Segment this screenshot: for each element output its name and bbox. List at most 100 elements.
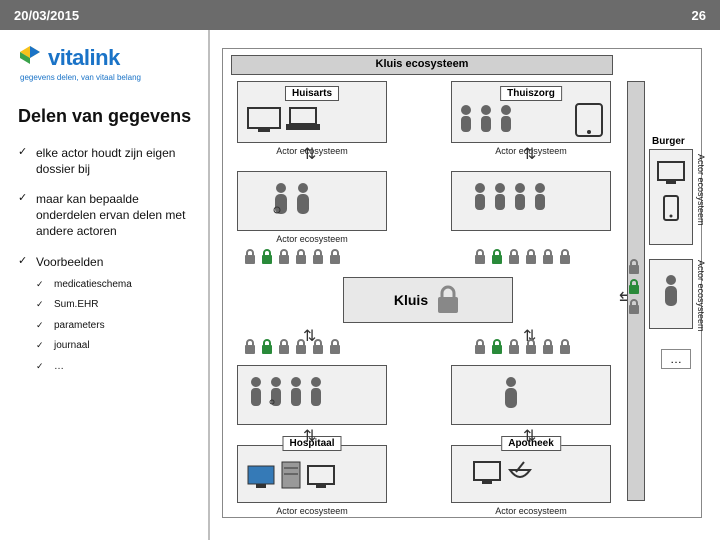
header-page: 26 <box>692 8 706 23</box>
phone-icon <box>662 194 680 222</box>
lock-icon <box>541 339 555 355</box>
logo: vitalink <box>18 44 198 71</box>
header-date: 20/03/2015 <box>14 8 79 23</box>
bullet-list: elke actor houdt zijn eigen dossier bij … <box>18 145 198 388</box>
lock-row <box>243 249 342 265</box>
person-icon <box>472 182 488 212</box>
lock-icon <box>328 339 342 355</box>
monitor-icon <box>656 160 686 186</box>
lock-row <box>243 339 342 355</box>
right-panel: Kluis ecosysteem Huisarts Actor ecosyste… <box>210 30 720 540</box>
tablet-icon <box>574 102 604 138</box>
ellipsis-box: … <box>661 349 691 369</box>
eco-actor-ul: Actor ecosysteem <box>237 171 387 231</box>
kluis-center: Kluis <box>343 277 513 323</box>
lock-icon <box>277 249 291 265</box>
lock-icon <box>243 249 257 265</box>
actor-ecosystem-label: Actor ecosysteem <box>696 260 706 332</box>
person-icon <box>492 182 508 212</box>
bullet-item: maar kan bepaalde onderdelen ervan delen… <box>18 191 198 240</box>
lock-icon <box>627 259 641 275</box>
logo-icon <box>18 44 42 71</box>
actor-ecosystem-label: Actor ecosysteem <box>495 506 567 516</box>
lock-icon <box>490 339 504 355</box>
arrow-icon <box>523 147 536 163</box>
sub-bullet-item: medicatieschema <box>36 278 198 292</box>
sub-bullet-item: parameters <box>36 319 198 333</box>
person-icon <box>294 182 312 216</box>
lock-icon <box>243 339 257 355</box>
ecosystem-diagram: Kluis ecosysteem Huisarts Actor ecosyste… <box>222 48 702 518</box>
arrow-icon <box>523 429 536 445</box>
mortar-icon <box>506 458 534 486</box>
logo-text: vitalink <box>48 45 120 71</box>
person-icon <box>512 182 528 212</box>
lock-icon <box>311 339 325 355</box>
eco-actor-ll <box>237 365 387 425</box>
person-icon <box>662 274 680 308</box>
arrow-icon <box>303 147 316 163</box>
lock-icon <box>473 249 487 265</box>
lock-icon <box>260 249 274 265</box>
lock-icon <box>260 339 274 355</box>
monitor-icon <box>472 460 502 486</box>
lock-icon <box>627 279 641 295</box>
logo-tagline: gegevens delen, van vitaal belang <box>20 73 198 82</box>
monitor-icon <box>246 106 282 134</box>
sub-bullet-item: journaal <box>36 339 198 353</box>
eco-actor-ur <box>451 171 611 231</box>
person-icon <box>248 376 264 408</box>
monitor-icon <box>246 464 276 490</box>
eco-huisarts: Huisarts Actor ecosysteem <box>237 81 387 143</box>
lock-icon <box>311 249 325 265</box>
pharmacist-icon <box>502 376 520 410</box>
big-lock-icon <box>434 285 462 315</box>
lock-row <box>473 249 572 265</box>
lock-column <box>627 259 641 315</box>
sub-bullet-list: medicatieschema Sum.EHR parameters journ… <box>36 278 198 374</box>
doctor-icon <box>272 182 290 216</box>
lock-icon <box>524 249 538 265</box>
lock-icon <box>524 339 538 355</box>
eco-apotheek: Apotheek Actor ecosysteem <box>451 445 611 503</box>
kluis-band-top: Kluis ecosysteem <box>231 55 613 75</box>
bullet-item: Voorbeelden medicatieschema Sum.EHR para… <box>18 254 198 374</box>
server-icon <box>280 460 302 490</box>
actor-ecosystem-label: Actor ecosysteem <box>696 154 706 226</box>
lock-icon <box>294 249 308 265</box>
lock-icon <box>558 339 572 355</box>
person-icon <box>532 182 548 212</box>
header-bar: 20/03/2015 26 <box>0 0 720 30</box>
lock-icon <box>473 339 487 355</box>
sub-bullet-item: Sum.EHR <box>36 298 198 312</box>
role-label: Burger <box>652 136 685 147</box>
eco-actor-lr <box>451 365 611 425</box>
arrow-icon <box>303 429 316 445</box>
eco-hospitaal: Hospitaal Actor ecosysteem <box>237 445 387 503</box>
laptop-icon <box>286 106 320 134</box>
left-panel: vitalink gegevens delen, van vitaal bela… <box>0 30 210 540</box>
lock-icon <box>507 249 521 265</box>
actor-ecosystem-label: Actor ecosysteem <box>276 234 348 244</box>
lock-row <box>473 339 572 355</box>
eco-thuiszorg: Thuiszorg Actor ecosysteem <box>451 81 611 143</box>
role-label: Huisarts <box>285 86 339 101</box>
person-icon <box>498 104 514 134</box>
lock-icon <box>328 249 342 265</box>
doctor-icon <box>268 376 284 408</box>
lock-icon <box>627 299 641 315</box>
person-icon <box>478 104 494 134</box>
person-icon <box>288 376 304 408</box>
eco-burger: Burger Actor ecosysteem <box>649 149 693 245</box>
lock-icon <box>277 339 291 355</box>
page-title: Delen van gegevens <box>18 106 198 127</box>
person-icon <box>308 376 324 408</box>
lock-icon <box>541 249 555 265</box>
lock-icon <box>558 249 572 265</box>
person-icon <box>458 104 474 134</box>
eco-burger-person: Actor ecosysteem <box>649 259 693 329</box>
actor-ecosystem-label: Actor ecosysteem <box>276 506 348 516</box>
content: vitalink gegevens delen, van vitaal bela… <box>0 30 720 540</box>
role-label: Thuiszorg <box>500 86 562 101</box>
bullet-item: elke actor houdt zijn eigen dossier bij <box>18 145 198 177</box>
